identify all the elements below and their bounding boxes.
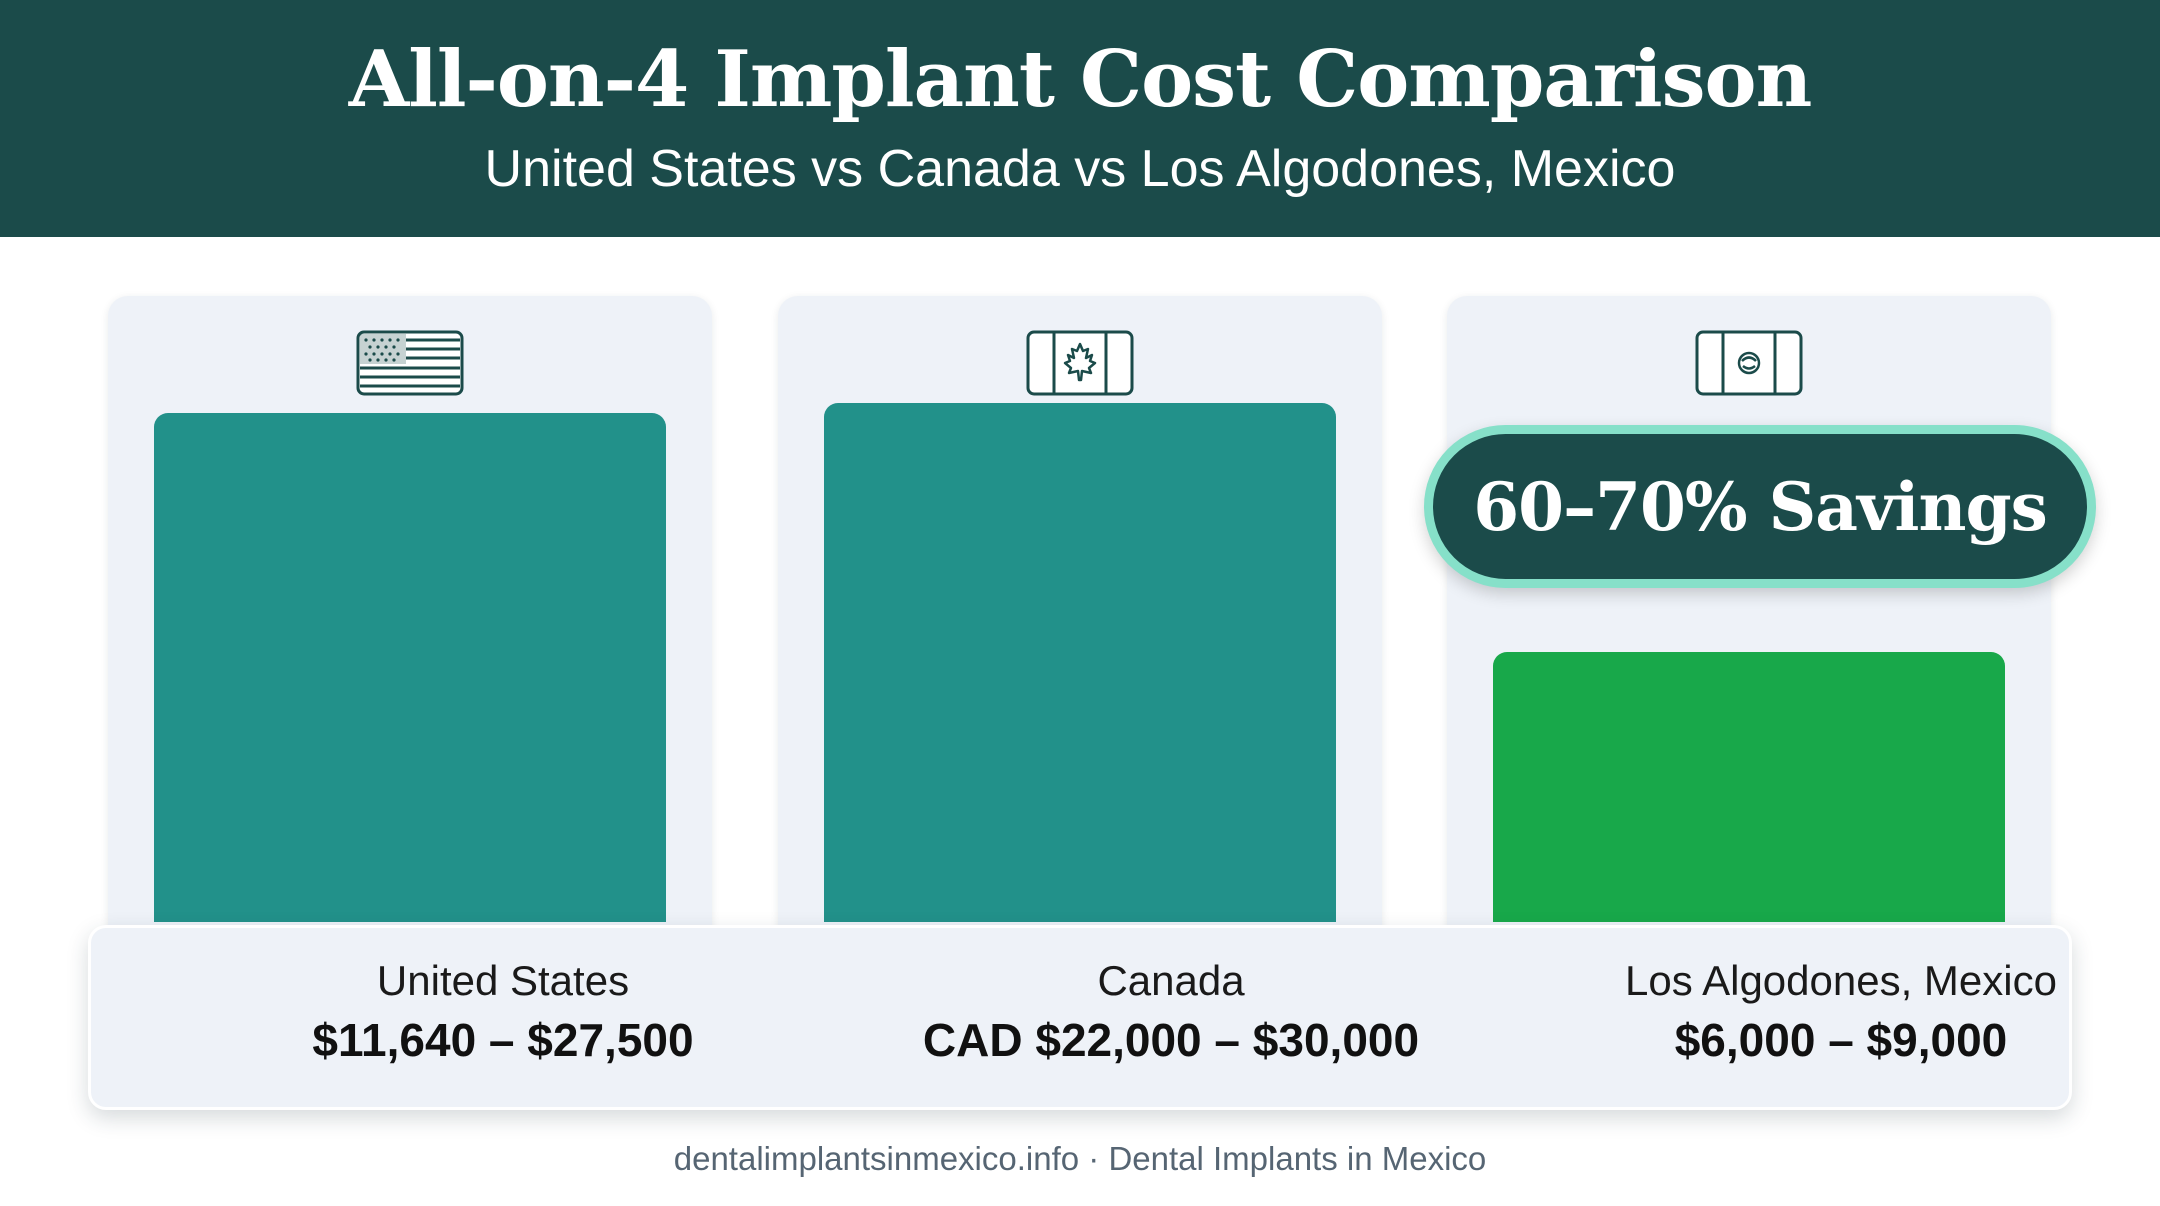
savings-badge: 60–70% Savings [1424,425,2096,588]
price-label-canada: Canada CAD $22,000 – $30,000 [831,956,1511,1070]
price-range-label: $11,640 – $27,500 [312,1014,694,1066]
bar-canada [824,403,1336,922]
page-title: All-on-4 Implant Cost Comparison [348,34,1813,125]
column-card-mexico [1447,296,2051,956]
category-label: Los Algodones, Mexico [1625,957,2057,1004]
column-card-canada [778,296,1382,956]
bar-united-states [154,413,666,922]
price-label-united-states: United States $11,640 – $27,500 [163,956,843,1070]
price-range-label: CAD $22,000 – $30,000 [922,1014,1420,1066]
category-label: United States [376,957,630,1004]
bar-mexico [1493,652,2005,922]
header-banner: All-on-4 Implant Cost Comparison United … [0,0,2160,237]
category-label: Canada [1097,957,1245,1004]
canada-flag-icon [1026,330,1134,396]
mexico-flag-icon [1695,330,1803,396]
column-card-united-states [108,296,712,956]
page-subtitle: United States vs Canada vs Los Algodones… [484,140,1676,198]
price-range-label: $6,000 – $9,000 [1674,1014,2008,1066]
source-footer: dentalimplantsinmexico.info · Dental Imp… [673,1140,1487,1177]
savings-badge-text: 60–70% Savings [1473,467,2048,546]
price-labels-panel: United States $11,640 – $27,500 Canada C… [88,925,2072,1110]
us-flag-icon [356,330,464,396]
price-label-mexico: Los Algodones, Mexico $6,000 – $9,000 [1501,956,2160,1070]
